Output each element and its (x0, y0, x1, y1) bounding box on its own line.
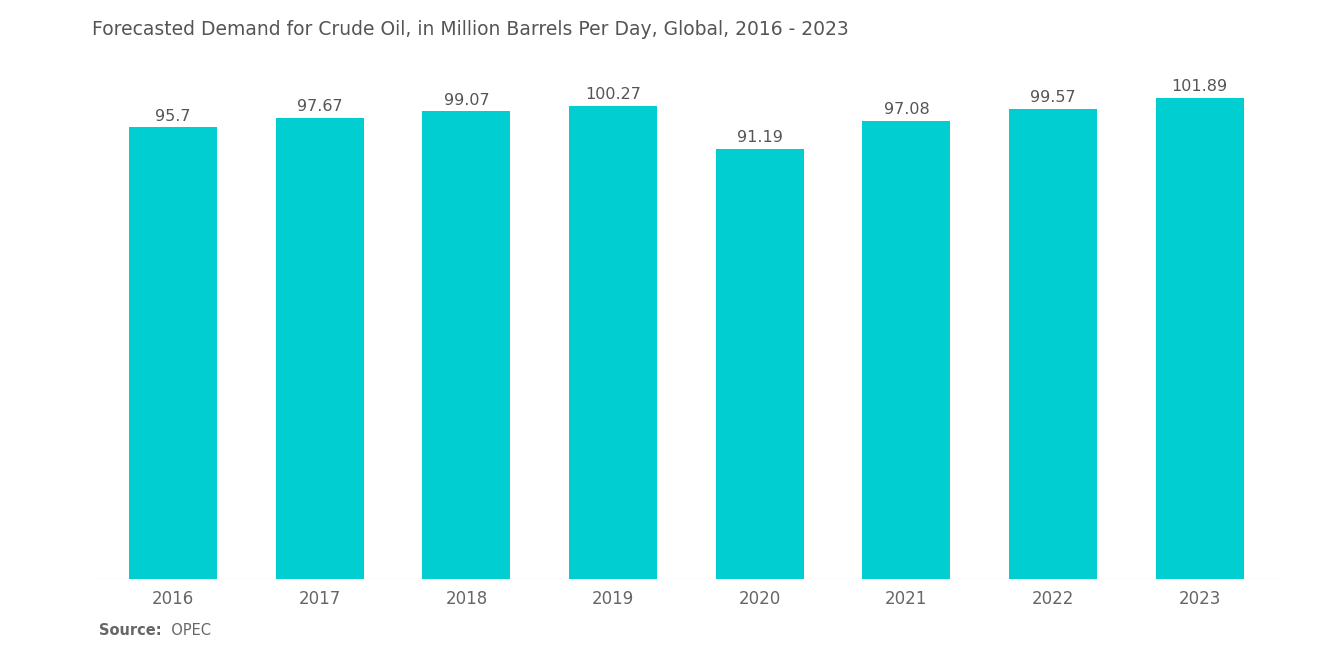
Text: 101.89: 101.89 (1172, 79, 1228, 94)
Text: 100.27: 100.27 (585, 87, 642, 102)
Bar (422, 112, 511, 579)
Text: 99.57: 99.57 (1030, 90, 1076, 105)
Text: 95.7: 95.7 (156, 108, 191, 124)
Bar (129, 127, 216, 579)
Bar (715, 148, 804, 579)
Bar (1008, 109, 1097, 579)
Bar (569, 106, 657, 579)
Text: OPEC: OPEC (162, 623, 211, 638)
Text: 97.67: 97.67 (297, 99, 343, 114)
Text: Forecasted Demand for Crude Oil, in Million Barrels Per Day, Global, 2016 - 2023: Forecasted Demand for Crude Oil, in Mill… (92, 20, 849, 39)
Bar (862, 121, 950, 579)
Text: Source:: Source: (99, 623, 161, 638)
Bar (1156, 98, 1243, 579)
Text: 97.08: 97.08 (883, 102, 929, 117)
Text: 91.19: 91.19 (737, 130, 783, 145)
Text: 99.07: 99.07 (444, 92, 490, 108)
Bar (276, 118, 364, 579)
